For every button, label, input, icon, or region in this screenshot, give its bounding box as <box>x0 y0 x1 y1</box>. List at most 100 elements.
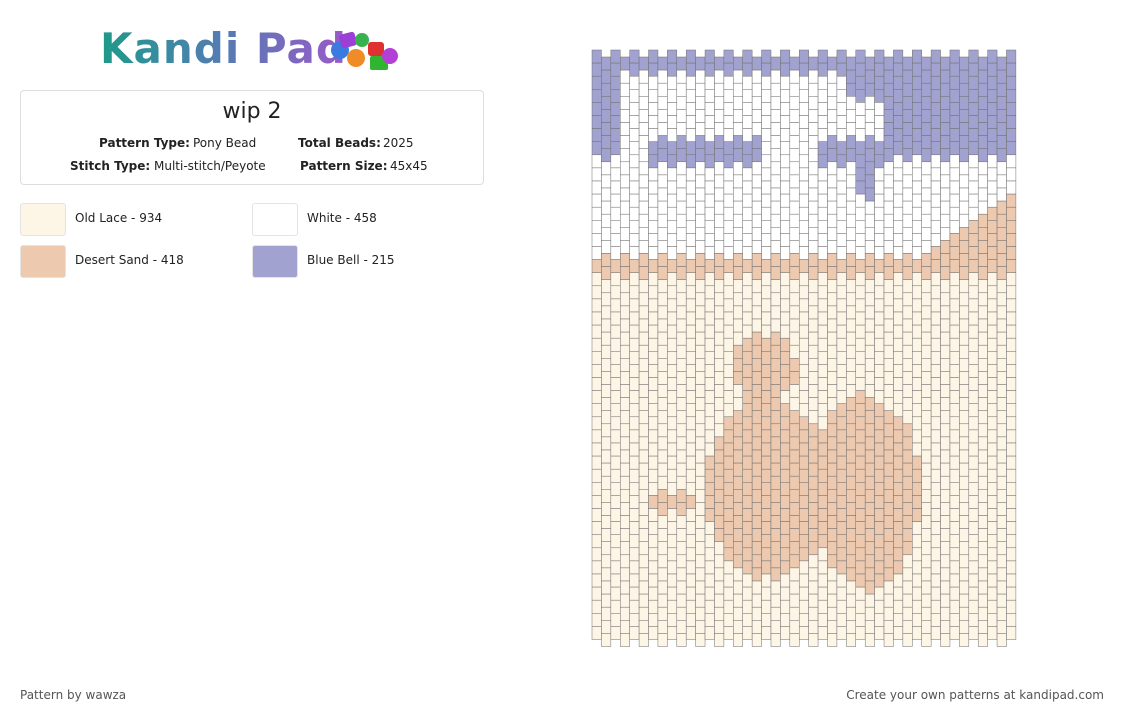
bead <box>751 410 762 425</box>
bead <box>827 606 838 621</box>
color-swatch <box>20 245 66 278</box>
logo[interactable]: Kandi Pad <box>100 24 347 73</box>
bead <box>987 613 998 627</box>
bead <box>620 253 630 267</box>
bead <box>657 358 668 372</box>
bead <box>761 115 772 129</box>
bead <box>902 161 913 176</box>
bead <box>977 541 988 556</box>
bead <box>855 599 866 614</box>
bead <box>591 390 602 404</box>
bead <box>987 89 998 103</box>
bead <box>968 626 979 640</box>
bead <box>685 180 696 195</box>
bead <box>968 311 979 326</box>
bead <box>657 200 668 215</box>
bead <box>855 364 866 378</box>
bead <box>1006 272 1017 287</box>
bead <box>921 279 932 294</box>
bead <box>977 305 988 320</box>
bead <box>893 613 904 627</box>
bead <box>893 259 904 273</box>
bead <box>883 554 894 569</box>
bead <box>968 599 979 614</box>
bead <box>798 547 809 562</box>
bead <box>629 364 640 378</box>
bead <box>704 128 715 142</box>
bead <box>864 541 875 556</box>
bead <box>685 416 696 431</box>
bead <box>836 298 847 313</box>
bead <box>855 351 866 365</box>
bead <box>864 462 875 477</box>
bead <box>836 521 847 535</box>
bead <box>714 253 725 267</box>
color-swatch <box>252 203 298 236</box>
bead <box>808 449 819 464</box>
bead <box>648 337 659 352</box>
bead <box>836 62 847 77</box>
bead <box>695 240 706 254</box>
bead <box>874 311 885 326</box>
bead <box>996 554 1007 569</box>
bead <box>874 416 885 431</box>
bead <box>676 122 687 136</box>
bead <box>789 292 800 307</box>
bead <box>864 227 875 241</box>
bead <box>883 606 894 621</box>
bead <box>855 573 866 588</box>
bead <box>949 298 960 313</box>
bead <box>987 547 998 562</box>
bead <box>685 102 696 116</box>
bead <box>723 626 734 640</box>
bead <box>912 613 922 627</box>
bead <box>601 449 612 464</box>
bead <box>836 613 847 627</box>
bead <box>780 285 791 300</box>
bead <box>751 593 762 608</box>
bead <box>751 82 762 97</box>
bead <box>676 423 687 438</box>
bead <box>949 220 960 234</box>
bead <box>846 567 857 582</box>
bead <box>714 358 725 372</box>
bead <box>601 423 612 438</box>
bead <box>789 56 800 71</box>
promo-link[interactable]: Create your own patterns at kandipad.com <box>846 688 1104 702</box>
bead <box>817 560 828 575</box>
bead <box>893 495 904 509</box>
bead <box>591 259 602 273</box>
bead <box>846 69 857 84</box>
bead <box>591 626 602 640</box>
info-value: Pony Bead <box>193 136 257 150</box>
bead <box>827 462 838 477</box>
bead <box>629 324 640 339</box>
bead <box>780 89 791 103</box>
bead <box>893 508 904 522</box>
bead <box>912 482 922 496</box>
bead <box>676 161 687 176</box>
bead <box>685 272 696 287</box>
bead <box>1006 599 1017 614</box>
bead <box>921 122 932 136</box>
bead <box>864 475 875 490</box>
bead <box>1006 220 1017 234</box>
bead <box>996 318 1007 333</box>
bead <box>827 318 838 333</box>
bead <box>959 620 970 634</box>
bead <box>808 423 819 438</box>
bead <box>591 377 602 391</box>
bead <box>751 200 762 215</box>
bead <box>667 62 678 77</box>
bead <box>610 377 621 391</box>
bead <box>1006 416 1017 431</box>
bead <box>996 633 1007 647</box>
bead <box>893 364 904 378</box>
bead <box>874 351 885 365</box>
bead <box>620 227 630 241</box>
bead <box>959 580 970 595</box>
bead <box>770 331 781 346</box>
bead <box>723 206 734 221</box>
bead <box>855 586 866 601</box>
